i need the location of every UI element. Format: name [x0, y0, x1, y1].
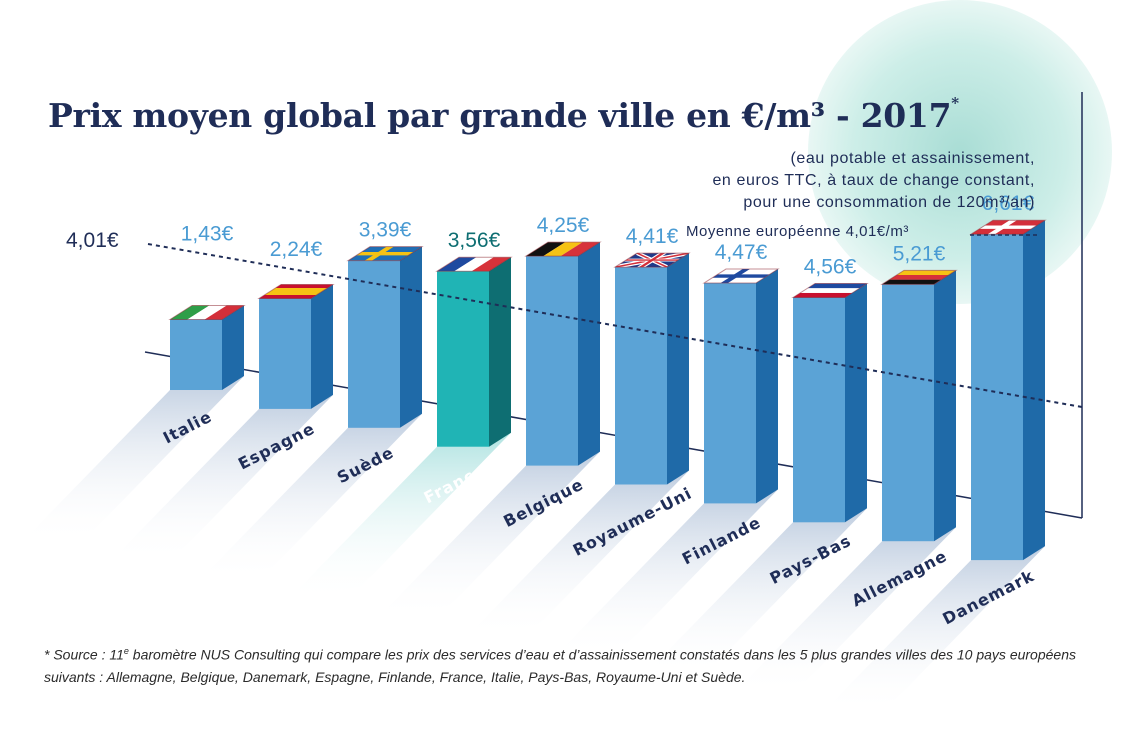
value-label-italie: 1,43€: [181, 222, 234, 245]
value-label-royaume-uni: 4,41€: [626, 225, 679, 248]
bar-pays-bas: [793, 297, 845, 523]
flag-finlande: [702, 268, 780, 284]
value-label-allemagne: 5,21€: [893, 242, 946, 265]
title-marker: *: [951, 94, 959, 112]
average-line: [147, 243, 1083, 408]
flag-pays-bas: [791, 282, 869, 298]
bar-shadow-pays-bas: [643, 508, 867, 677]
chart-title: Prix moyen global par grande ville en €/…: [48, 94, 959, 135]
bar-side-italie: [222, 305, 244, 390]
bar-side-france: [489, 257, 511, 447]
bars-group: [168, 219, 1047, 561]
flag-espagne: [257, 283, 335, 299]
bar-shadows: [20, 376, 1045, 715]
bar-side-allemagne: [934, 270, 956, 542]
source-footnote: * Source : 11e baromètre NUS Consulting …: [44, 646, 1076, 685]
bar-shadow-royaume-uni: [465, 470, 689, 639]
bar-shadow-danemark: [821, 546, 1045, 715]
value-label-espagne: 2,24€: [270, 238, 323, 261]
bar-side-pays-bas: [845, 283, 867, 523]
bar-shadow-italie: [20, 376, 244, 544]
bar-espagne: [259, 298, 311, 409]
bar-suede: [348, 260, 400, 428]
bar-side-finlande: [756, 269, 778, 504]
subtitle-line: pour une consommation de 120m³/an): [743, 194, 1035, 211]
flag-belgique: [524, 241, 602, 257]
bar-shadow-espagne: [109, 394, 333, 563]
value-label-suede: 3,39€: [359, 219, 412, 242]
bar-shadow-allemagne: [732, 527, 956, 696]
bar-side-espagne: [311, 284, 333, 409]
bar-royaume-uni: [615, 267, 667, 485]
value-label-pays-bas: 4,56€: [804, 255, 857, 278]
value-label-danemark: 6,61€: [982, 192, 1035, 215]
bar-france: [437, 271, 489, 447]
bar-shadow-belgique: [376, 451, 600, 620]
average-line-label: 4,01€: [66, 229, 119, 252]
bar-allemagne: [882, 284, 934, 542]
bar-shadow-france: [287, 432, 511, 601]
flag-danemark: [969, 219, 1047, 235]
bar-side-royaume-uni: [667, 253, 689, 485]
value-label-finlande: 4,47€: [715, 241, 768, 264]
subtitle-line: (eau potable et assainissement,: [790, 150, 1035, 167]
bar-shadow-suede: [198, 413, 422, 582]
bar-italie: [170, 319, 222, 390]
flag-suede: [346, 246, 424, 262]
subtitle-line: en euros TTC, à taux de change constant,: [712, 172, 1035, 189]
bar-belgique: [526, 256, 578, 466]
bar-finlande: [704, 283, 756, 504]
flag-italie: [168, 305, 246, 321]
value-label-belgique: 4,25€: [537, 214, 590, 237]
value-label-france: 3,56€: [448, 229, 501, 252]
average-legend-label: Moyenne européenne 4,01€/m³: [686, 223, 909, 240]
bar-side-belgique: [578, 242, 600, 466]
bar-shadow-finlande: [554, 489, 778, 658]
flag-allemagne: [880, 269, 958, 285]
bar-side-suede: [400, 246, 422, 428]
chart-subtitle: (eau potable et assainissement, en euros…: [712, 148, 1035, 214]
bar-side-danemark: [1023, 220, 1045, 561]
flag-france: [435, 256, 513, 272]
bar-danemark: [971, 234, 1023, 561]
flag-royaume-uni: [613, 252, 691, 268]
